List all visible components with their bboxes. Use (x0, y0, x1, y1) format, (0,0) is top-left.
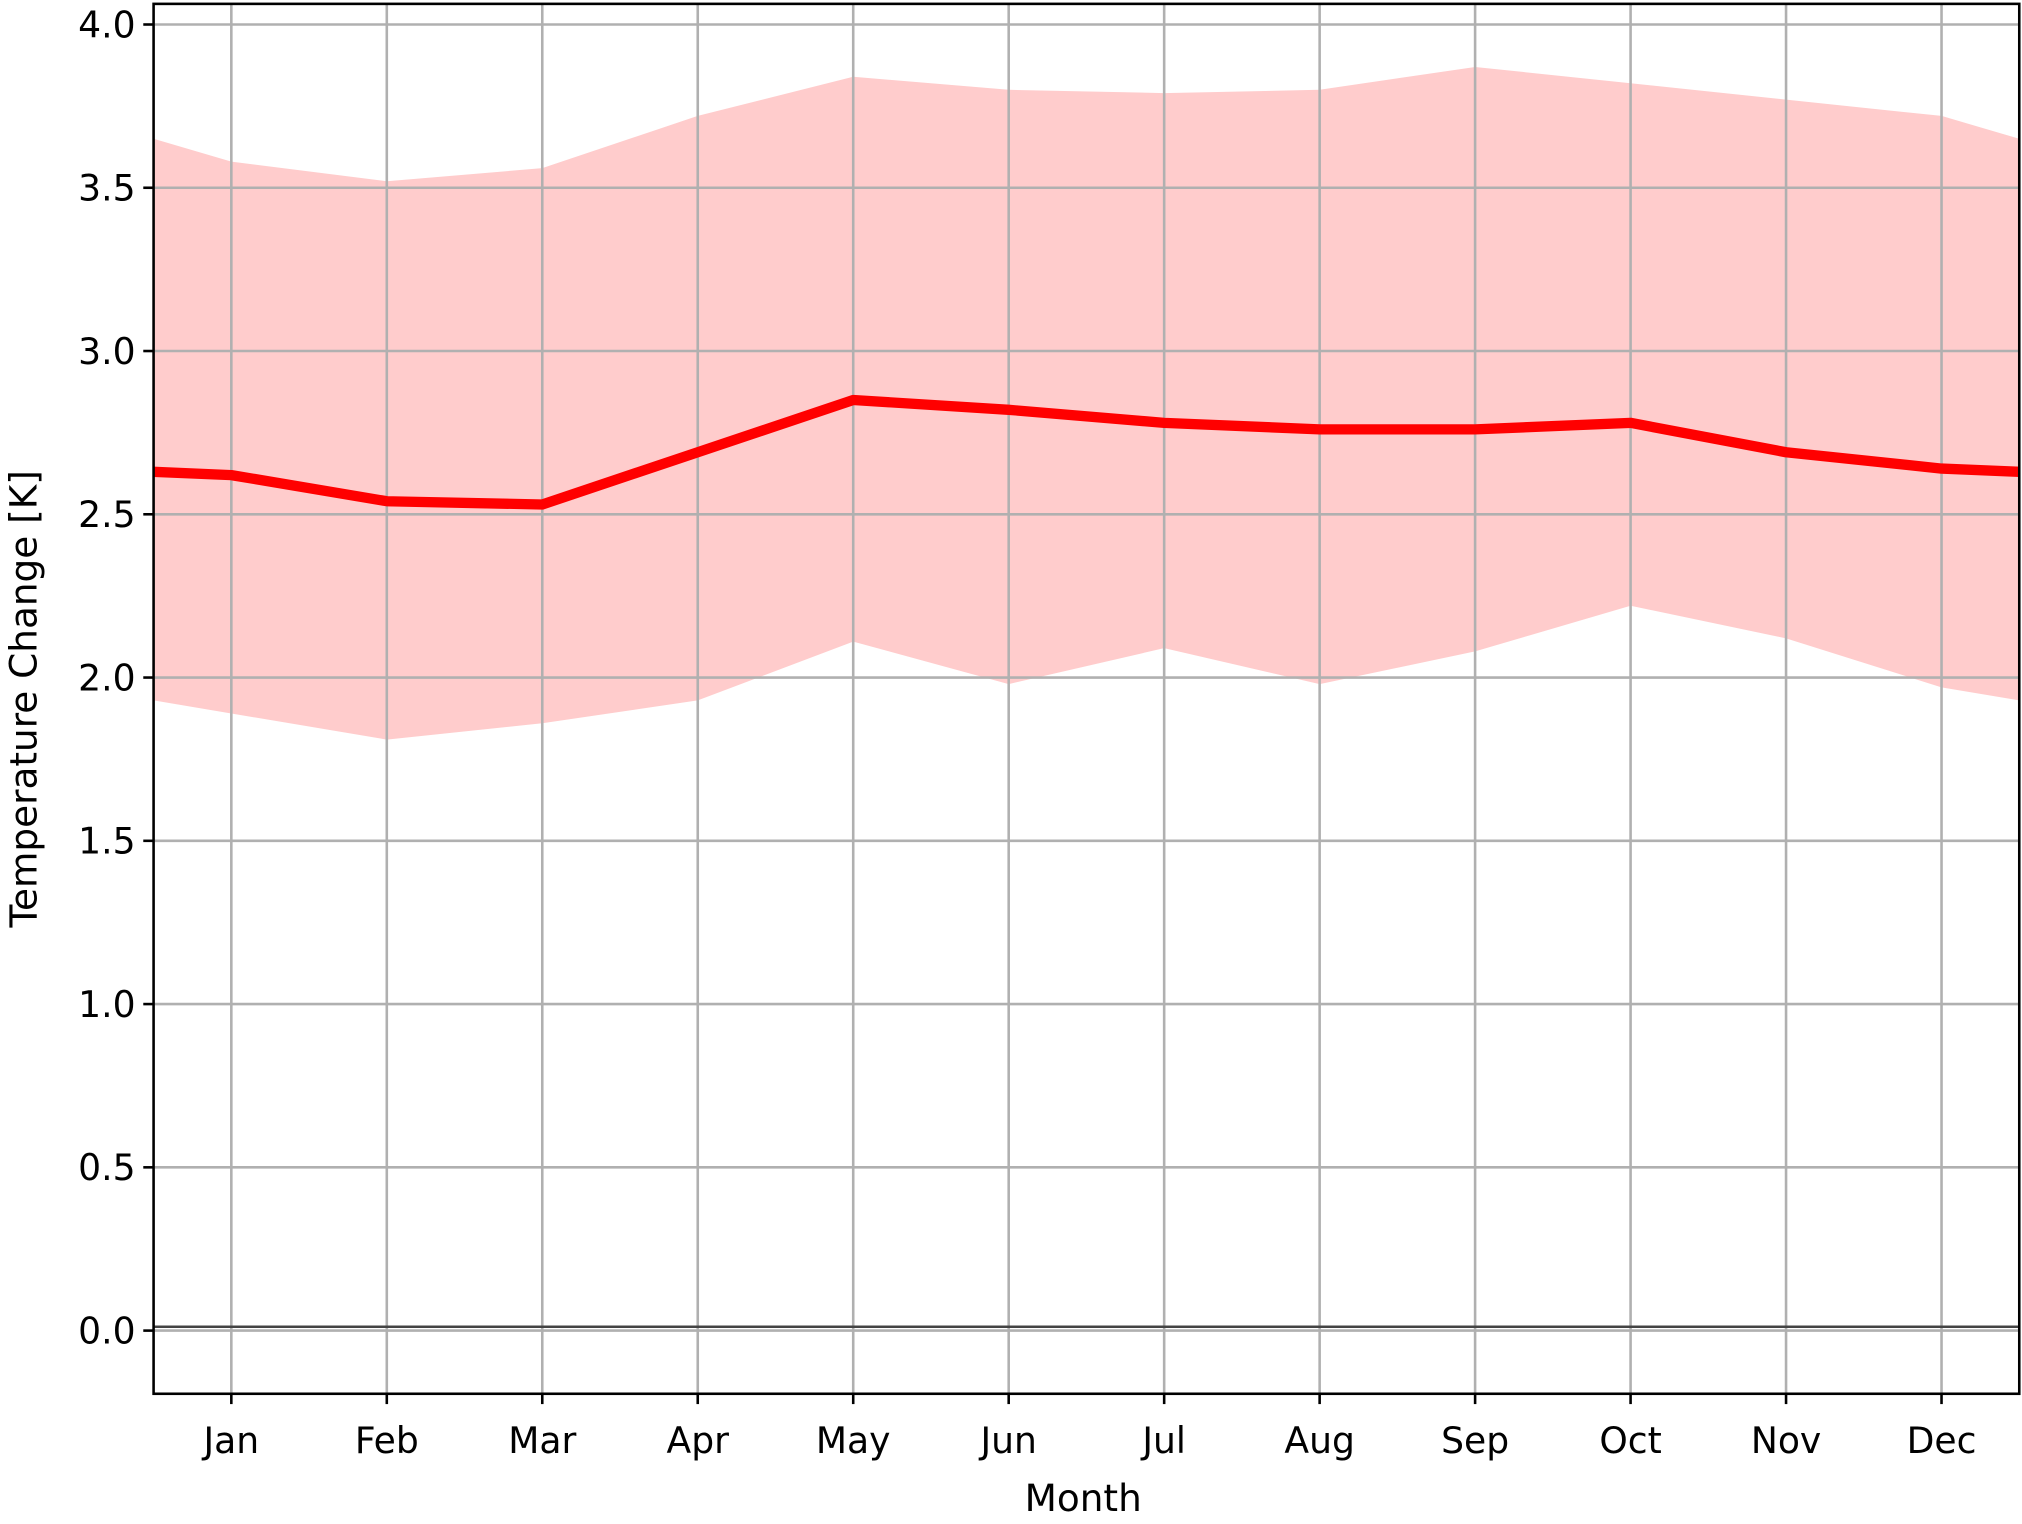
x-tick-label: Oct (1599, 1419, 1661, 1462)
x-tick-label: Dec (1907, 1419, 1977, 1462)
x-axis-ticks: Jan Feb Mar Apr May Jun Jul Aug Sep Oct Nov Dec (202, 1393, 1977, 1462)
x-tick-label: Nov (1751, 1419, 1821, 1462)
y-tick-label: 2.0 (78, 656, 135, 699)
x-tick-label: Feb (355, 1419, 419, 1462)
y-tick-label: 0.5 (78, 1146, 135, 1189)
x-tick-label: Aug (1284, 1419, 1354, 1462)
x-tick-label: Apr (667, 1419, 730, 1462)
mean-series-line (153, 394, 2020, 510)
x-tick-label: Jan (202, 1419, 260, 1462)
x-tick-label: Jul (1140, 1419, 1186, 1462)
y-tick-label: 1.0 (78, 983, 135, 1026)
uncertainty-band (153, 66, 2020, 740)
y-tick-label: 3.5 (78, 167, 135, 210)
x-tick-label: Sep (1441, 1419, 1509, 1462)
y-tick-label: 0.0 (78, 1309, 135, 1352)
y-axis-ticks: 0.0 0.5 1.0 1.5 2.0 2.5 3.0 3.5 4.0 (78, 3, 154, 1352)
y-tick-label: 3.0 (78, 330, 135, 373)
y-tick-label: 1.5 (78, 820, 135, 863)
x-tick-label: Jun (978, 1419, 1036, 1462)
x-tick-label: May (816, 1419, 891, 1462)
plot-frame (152, 2, 2021, 1396)
x-tick-label: Mar (508, 1419, 576, 1462)
band-area (153, 66, 2020, 740)
y-tick-label: 4.0 (78, 3, 135, 46)
y-tick-label: 2.5 (78, 493, 135, 536)
y-axis-label: Temperature Change [K] (1, 470, 45, 928)
grid-lines (153, 3, 2020, 1394)
mean-line (153, 394, 2020, 510)
x-axis-label: Month (1025, 1476, 1142, 1520)
